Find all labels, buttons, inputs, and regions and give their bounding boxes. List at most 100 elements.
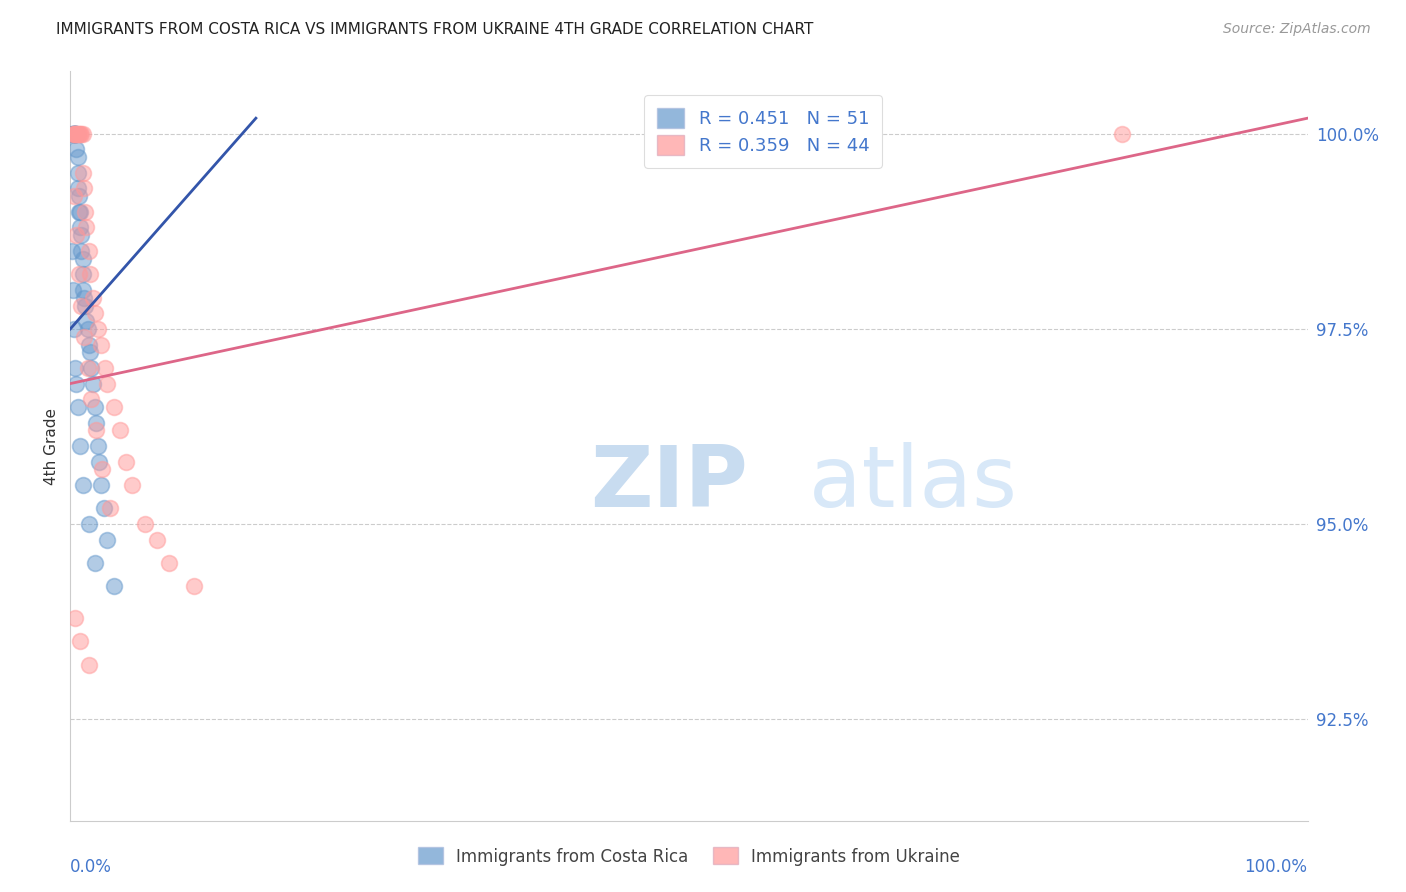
Point <box>91 462 114 476</box>
Point <box>62 127 84 141</box>
Point <box>90 337 112 351</box>
Point <box>60 127 83 141</box>
Point <box>72 478 94 492</box>
Point <box>65 376 87 391</box>
Point <box>77 517 100 532</box>
Point <box>72 283 94 297</box>
Point <box>84 416 107 430</box>
Point <box>77 337 100 351</box>
Point <box>84 400 107 414</box>
Point <box>108 423 131 437</box>
Point <box>63 127 86 141</box>
Point <box>65 127 87 141</box>
Point <box>69 439 91 453</box>
Legend: Immigrants from Costa Rica, Immigrants from Ukraine: Immigrants from Costa Rica, Immigrants f… <box>411 841 967 872</box>
Text: Source: ZipAtlas.com: Source: ZipAtlas.com <box>1223 22 1371 37</box>
Point <box>134 517 156 532</box>
Point <box>80 360 103 375</box>
Point <box>1111 127 1133 141</box>
Point <box>62 127 84 141</box>
Point <box>82 376 104 391</box>
Point <box>69 634 91 648</box>
Point <box>77 657 100 672</box>
Point <box>66 166 89 180</box>
Point <box>67 268 90 282</box>
Point <box>65 360 87 375</box>
Point <box>70 228 93 243</box>
Point <box>67 127 90 141</box>
Y-axis label: 4th Grade: 4th Grade <box>44 408 59 484</box>
Point <box>79 268 101 282</box>
Point <box>98 501 121 516</box>
Point <box>63 189 86 203</box>
Point <box>70 299 93 313</box>
Point <box>70 244 93 258</box>
Point <box>67 189 90 203</box>
Point <box>66 127 89 141</box>
Point <box>86 439 108 453</box>
Point <box>157 556 180 570</box>
Point <box>84 306 107 320</box>
Point <box>76 322 98 336</box>
Point <box>96 376 118 391</box>
Point <box>72 166 94 180</box>
Point <box>63 127 86 141</box>
Point <box>103 579 125 593</box>
Point <box>65 127 87 141</box>
Point <box>65 127 87 141</box>
Point <box>66 181 89 195</box>
Point <box>72 268 94 282</box>
Text: atlas: atlas <box>591 442 1017 525</box>
Point <box>65 127 87 141</box>
Point <box>87 455 110 469</box>
Point <box>80 392 103 407</box>
Point <box>86 322 108 336</box>
Point <box>60 244 83 258</box>
Point <box>69 220 91 235</box>
Point <box>65 127 87 141</box>
Point <box>73 181 96 195</box>
Point <box>73 329 96 343</box>
Point <box>65 127 87 141</box>
Point <box>94 360 117 375</box>
Point <box>183 579 205 593</box>
Point <box>69 204 91 219</box>
Point <box>93 501 115 516</box>
Point <box>146 533 169 547</box>
Text: 100.0%: 100.0% <box>1244 858 1308 876</box>
Point <box>84 556 107 570</box>
Point <box>65 142 87 156</box>
Text: ZIP: ZIP <box>591 442 748 525</box>
Point <box>75 204 97 219</box>
Point <box>70 127 93 141</box>
Point <box>84 423 107 437</box>
Point <box>79 345 101 359</box>
Point <box>63 127 86 141</box>
Point <box>75 220 97 235</box>
Text: 0.0%: 0.0% <box>70 858 112 876</box>
Point <box>65 127 87 141</box>
Point <box>77 244 100 258</box>
Point <box>62 283 84 297</box>
Point <box>67 204 90 219</box>
Text: IMMIGRANTS FROM COSTA RICA VS IMMIGRANTS FROM UKRAINE 4TH GRADE CORRELATION CHAR: IMMIGRANTS FROM COSTA RICA VS IMMIGRANTS… <box>56 22 814 37</box>
Point <box>96 533 118 547</box>
Point <box>66 400 89 414</box>
Point <box>121 478 143 492</box>
Point <box>75 314 97 328</box>
Point <box>103 400 125 414</box>
Point <box>62 127 84 141</box>
Point <box>66 150 89 164</box>
Point <box>65 611 87 625</box>
Point <box>75 299 97 313</box>
Point <box>63 322 86 336</box>
Point <box>72 127 94 141</box>
Point <box>72 252 94 266</box>
Point <box>63 127 86 141</box>
Point <box>65 127 87 141</box>
Point <box>76 360 98 375</box>
Point <box>65 228 87 243</box>
Point <box>65 127 87 141</box>
Point <box>90 478 112 492</box>
Point <box>115 455 138 469</box>
